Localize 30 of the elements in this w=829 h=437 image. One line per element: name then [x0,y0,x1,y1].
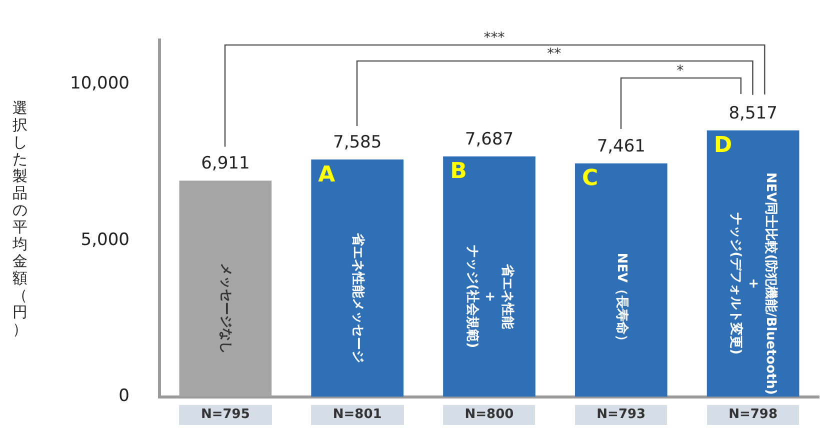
annotation: D [714,133,732,158]
annotation: N=798 [706,404,800,425]
annotation: A [318,162,336,188]
data-label: 7,585 [333,132,382,152]
x-tick-label: NEV（長寿命） [614,252,629,348]
bar [574,163,668,397]
y-tick-label: 10,000 [70,73,130,94]
annotation: *** [484,30,505,46]
x-tick-label: メッセージなし [218,263,234,354]
text: 選択した製品の平均金額（円） [12,98,28,338]
data-label: 7,461 [596,136,646,156]
x-tick-label: NEV同士比較(防犯機能/Bluetooth) + ナッジ(デフォルト変更) [728,172,780,395]
x-tick-label: 省エネ性能メッセージ [350,232,366,364]
annotation: N=793 [574,404,668,425]
data-label: 7,687 [464,129,514,150]
bar [706,130,800,397]
bar [311,160,404,397]
y-tick-label: 5,000 [80,230,130,250]
x-tick-label: 省エネ性能 + ナッジ(社会規範) [464,245,516,348]
annotation: C [582,166,598,192]
annotation: B [450,159,467,184]
annotation: N=795 [179,404,272,425]
y-tick-label: 0 [118,386,130,406]
bar [443,156,536,397]
annotation: * [676,63,684,80]
data-label: 6,911 [201,154,250,174]
annotation: N=800 [443,404,536,425]
data-label: 8,517 [728,103,778,124]
annotation: N=801 [311,404,404,425]
annotation: ** [547,46,562,62]
